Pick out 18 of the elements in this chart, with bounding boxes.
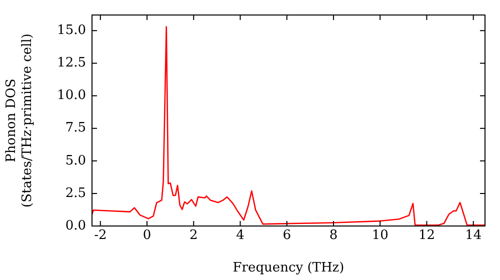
y-axis-title: Phonon DOS (States/THz·primitive cell) <box>4 33 35 208</box>
x-tick-label: 4 <box>236 228 244 244</box>
x-tick-label: -2 <box>94 228 107 244</box>
y-tick-label: 12.5 <box>57 56 86 71</box>
x-tick-label: 10 <box>372 228 388 244</box>
y-tick-label: 15.0 <box>57 23 86 38</box>
y-tick-label: 10.0 <box>57 88 86 104</box>
y-tick-label: 7.5 <box>65 120 86 136</box>
y-tick-label: 5.0 <box>65 153 86 168</box>
x-tick-label: 0 <box>142 228 152 244</box>
x-tick-label: 2 <box>189 228 198 244</box>
x-tick-label: 12 <box>418 228 435 244</box>
x-tick-label: 8 <box>329 228 338 244</box>
x-tick-label: 14 <box>465 228 482 244</box>
x-axis-title: Frequency (THz) <box>232 260 344 276</box>
y-tick-label: 0.0 <box>65 218 86 234</box>
x-tick-label: 6 <box>282 228 292 244</box>
y-tick-label: 2.5 <box>65 186 86 201</box>
